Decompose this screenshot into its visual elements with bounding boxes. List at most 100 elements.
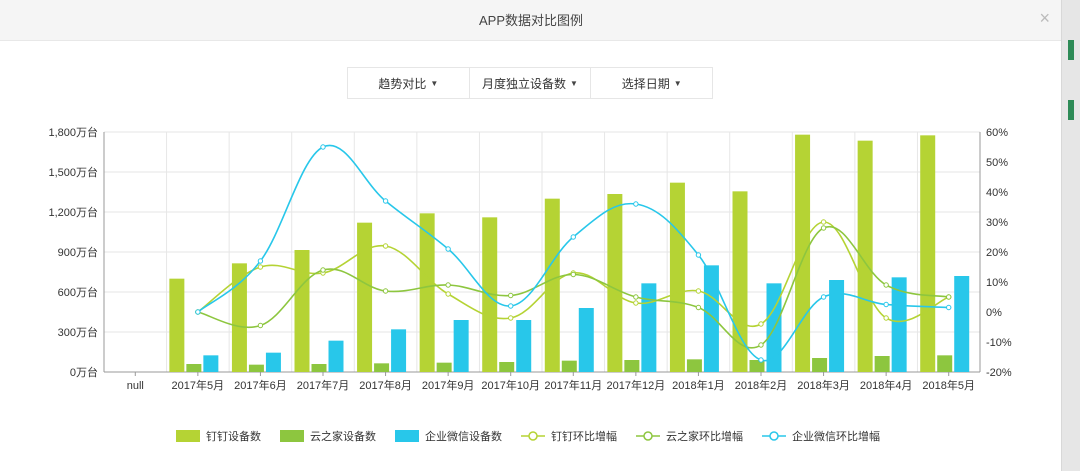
- point-yunzhijia: [820, 225, 827, 231]
- point-dingding: [758, 321, 764, 327]
- x-tick-label: 2018年3月: [797, 378, 850, 392]
- legend-label: 云之家环比增幅: [666, 431, 743, 443]
- point-dingding: [382, 243, 389, 249]
- point-wechat-work: [382, 198, 389, 204]
- legend-label: 钉钉环比增幅: [551, 431, 617, 443]
- point-wechat-work: [320, 144, 326, 150]
- point-wechat-work: [946, 304, 952, 311]
- y-right-tick-label: 0%: [986, 307, 1002, 319]
- legend-item[interactable]: 钉钉设备数: [176, 428, 261, 444]
- bar-dingding: [857, 140, 873, 372]
- point-yunzhijia: [946, 294, 952, 300]
- chevron-down-icon: ▼: [673, 78, 682, 88]
- point-yunzhijia: [382, 288, 389, 294]
- y-right-tick-label: 10%: [986, 277, 1008, 289]
- point-dingding: [508, 315, 514, 321]
- legend-label: 云之家设备数: [310, 431, 376, 443]
- y-right-tick-label: 50%: [986, 157, 1008, 169]
- legend-item[interactable]: 钉钉环比增幅: [521, 428, 617, 444]
- y-left-tick-label: 1,500万台: [48, 165, 98, 179]
- bar-yunzhijia: [624, 360, 640, 372]
- chevron-down-icon: ▼: [570, 78, 578, 88]
- point-wechat-work: [883, 301, 889, 308]
- bar-dingding: [795, 134, 811, 372]
- point-yunzhijia: [633, 294, 639, 300]
- x-tick-label: 2017年12月: [606, 378, 665, 392]
- y-right-tick-label: 20%: [986, 247, 1008, 259]
- legend-swatch: [280, 430, 304, 442]
- point-dingding: [695, 288, 702, 294]
- legend-label: 企业微信设备数: [425, 431, 502, 443]
- bar-yunzhijia: [749, 360, 765, 372]
- point-yunzhijia: [257, 322, 264, 329]
- point-dingding: [883, 315, 889, 321]
- metric-dropdown[interactable]: 月度独立设备数 ▼: [470, 68, 592, 98]
- bar-wechat-work: [516, 320, 532, 372]
- bar-wechat-work: [453, 320, 469, 372]
- bar-yunzhijia: [686, 359, 702, 372]
- point-wechat-work: [758, 357, 764, 363]
- bar-wechat-work: [891, 277, 907, 372]
- bar-yunzhijia: [812, 358, 828, 372]
- y-right-tick-label: 30%: [986, 217, 1008, 229]
- combo-chart: 0万台 300万台 600万台 900万台 1,200万台 1,500万台 1,800万台 -…: [48, 125, 1012, 392]
- y-right-tick-label: 60%: [986, 127, 1008, 139]
- chevron-down-icon: ▼: [430, 78, 439, 88]
- trend-compare-label: 趋势对比: [378, 76, 427, 91]
- point-yunzhijia: [508, 292, 514, 299]
- trend-compare-dropdown[interactable]: 趋势对比 ▼: [348, 68, 470, 98]
- bar-dingding: [669, 182, 685, 372]
- point-dingding: [257, 264, 264, 270]
- x-tick-label: 2017年6月: [234, 378, 287, 392]
- point-yunzhijia: [883, 282, 889, 288]
- bar-dingding: [231, 263, 247, 372]
- date-picker-label: 选择日期: [621, 76, 670, 91]
- x-tick-label: 2018年5月: [922, 378, 975, 392]
- bar-dingding: [294, 250, 310, 372]
- background-strip: [1061, 0, 1080, 471]
- bar-yunzhijia: [248, 364, 264, 372]
- point-yunzhijia: [320, 267, 326, 273]
- y-left-tick-label: 900万台: [58, 245, 98, 259]
- bar-wechat-work: [265, 352, 281, 372]
- point-wechat-work: [257, 258, 264, 264]
- dialog-title: APP数据对比图例: [478, 13, 583, 28]
- point-wechat-work: [570, 234, 576, 240]
- x-tick-label: 2018年1月: [672, 378, 725, 392]
- bar-yunzhijia: [561, 360, 577, 372]
- legend-item[interactable]: 云之家设备数: [280, 428, 376, 444]
- y-left-tick-label: 1,200万台: [48, 205, 98, 219]
- legend-line-icon: [521, 431, 545, 441]
- y-left-tick-label: 300万台: [58, 325, 98, 339]
- legend-item[interactable]: 云之家环比增幅: [636, 428, 743, 444]
- point-dingding: [820, 219, 827, 225]
- close-icon[interactable]: ×: [1039, 8, 1050, 28]
- date-picker-dropdown[interactable]: 选择日期 ▼: [591, 68, 712, 98]
- bar-wechat-work: [391, 329, 407, 372]
- bar-dingding: [920, 135, 936, 372]
- metric-label: 月度独立设备数: [482, 76, 567, 91]
- legend-line-icon: [762, 431, 786, 441]
- bar-yunzhijia: [937, 355, 953, 372]
- bar-dingding: [482, 217, 498, 372]
- x-tick-label: 2017年5月: [172, 378, 225, 392]
- y-right-tick-label: -20%: [986, 367, 1012, 379]
- bar-wechat-work: [954, 276, 970, 372]
- point-wechat-work: [445, 246, 451, 252]
- point-yunzhijia: [758, 342, 764, 348]
- bar-yunzhijia: [311, 364, 327, 372]
- legend-item[interactable]: 企业微信环比增幅: [762, 428, 880, 444]
- point-dingding: [633, 300, 639, 306]
- bar-yunzhijia: [186, 364, 202, 372]
- point-yunzhijia: [695, 304, 702, 311]
- dialog-header: APP数据对比图例 ×: [0, 0, 1062, 41]
- line-wechat-work: [197, 144, 949, 362]
- legend-line-icon: [636, 431, 660, 441]
- bar-dingding: [169, 278, 185, 372]
- bar-yunzhijia: [874, 356, 890, 372]
- bar-dingding: [607, 194, 623, 372]
- legend-item[interactable]: 企业微信设备数: [395, 428, 502, 444]
- point-wechat-work: [508, 303, 514, 309]
- background-marker: [1068, 100, 1074, 120]
- bar-wechat-work: [203, 355, 219, 372]
